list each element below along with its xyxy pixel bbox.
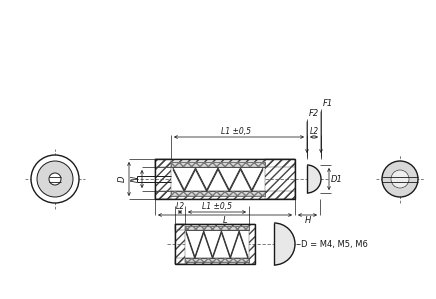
Bar: [155, 191, 295, 199]
Text: F1: F1: [323, 99, 333, 108]
Bar: [185, 258, 249, 262]
Wedge shape: [274, 223, 295, 265]
Text: L1 ±0,5: L1 ±0,5: [221, 127, 251, 136]
Bar: [155, 159, 295, 199]
Bar: [171, 191, 265, 196]
Bar: [171, 162, 265, 167]
Bar: [175, 258, 249, 264]
Text: F2: F2: [309, 109, 319, 118]
Bar: [185, 258, 249, 262]
Text: D = M4, M5, M6: D = M4, M5, M6: [301, 240, 368, 249]
Circle shape: [382, 161, 418, 197]
Bar: [185, 226, 249, 230]
Bar: [155, 159, 171, 199]
Bar: [175, 224, 185, 264]
Bar: [185, 230, 249, 258]
Bar: [175, 224, 249, 230]
Circle shape: [31, 155, 79, 203]
Bar: [171, 167, 265, 191]
Text: H: H: [304, 216, 310, 225]
Circle shape: [49, 173, 61, 185]
Bar: [265, 159, 295, 199]
Wedge shape: [307, 165, 321, 193]
Bar: [249, 224, 255, 264]
Bar: [175, 224, 255, 264]
Text: L2: L2: [310, 127, 319, 136]
Text: D: D: [118, 176, 127, 182]
Text: N: N: [131, 176, 140, 182]
Text: D1: D1: [331, 175, 343, 184]
Text: L: L: [223, 216, 227, 225]
Bar: [155, 159, 295, 167]
Text: L1 ±0,5: L1 ±0,5: [202, 202, 232, 211]
Bar: [171, 191, 265, 196]
Bar: [171, 162, 265, 167]
Circle shape: [391, 170, 409, 188]
Circle shape: [37, 161, 73, 197]
Text: L2: L2: [175, 202, 184, 211]
Bar: [185, 226, 249, 230]
